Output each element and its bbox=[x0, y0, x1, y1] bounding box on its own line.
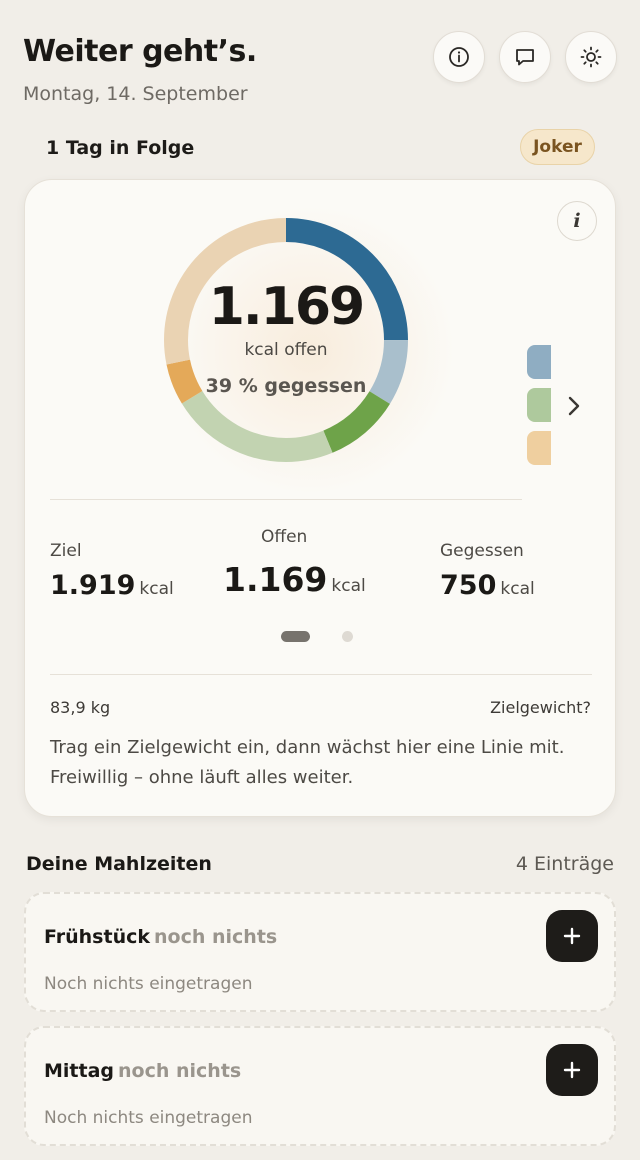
add-breakfast-button[interactable] bbox=[546, 910, 598, 962]
open-label: Offen bbox=[261, 527, 308, 547]
meal-card-breakfast[interactable]: Frühstück noch nichts Noch nichts eingetr… bbox=[24, 892, 616, 1012]
remaining-calories-unit: kcal offen bbox=[244, 340, 328, 360]
summary-info-button[interactable]: i bbox=[557, 201, 597, 241]
chat-icon bbox=[516, 49, 534, 66]
macro-chip-fat bbox=[527, 431, 551, 465]
info-button[interactable] bbox=[433, 31, 485, 83]
meal-empty-text: Noch nichts eingetragen bbox=[44, 1108, 253, 1128]
info-icon bbox=[449, 47, 469, 67]
theme-button[interactable] bbox=[565, 31, 617, 83]
goal-number: 1.919 bbox=[50, 570, 136, 601]
meal-status: noch nichts bbox=[154, 926, 278, 948]
page-title: Weiter geht’s. bbox=[23, 34, 257, 69]
eaten-percent: 39 % gegessen bbox=[205, 375, 367, 397]
header: Weiter geht’s. Montag, 14. September bbox=[23, 34, 257, 105]
divider bbox=[50, 674, 592, 675]
meal-name: Mittag noch nichts bbox=[44, 1060, 241, 1082]
eaten-number: 750 bbox=[440, 570, 497, 601]
goal-value: 1.919 kcal bbox=[50, 570, 174, 601]
donut-center: 1.169 kcal offen 39 % gegessen bbox=[163, 217, 409, 463]
meal-title: Frühstück bbox=[44, 926, 151, 948]
meal-name: Frühstück noch nichts bbox=[44, 926, 277, 948]
goal-unit: kcal bbox=[139, 579, 174, 599]
open-number: 1.169 bbox=[223, 560, 328, 599]
donut-segment-carbs-rest bbox=[164, 218, 408, 462]
eaten-label: Gegessen bbox=[440, 541, 524, 561]
eaten-value: 750 kcal bbox=[440, 570, 535, 601]
meal-empty-text: Noch nichts eingetragen bbox=[44, 974, 253, 994]
goal-weight-link[interactable]: Zielgewicht? bbox=[490, 698, 591, 717]
open-unit: kcal bbox=[331, 576, 366, 596]
donut-segment-fat-rest bbox=[164, 218, 408, 462]
sun-icon bbox=[580, 46, 602, 68]
streak-label: 1 Tag in Folge bbox=[46, 137, 195, 159]
meals-title: Deine Mahlzeiten bbox=[26, 853, 212, 875]
meal-card-lunch[interactable]: Mittag noch nichts Noch nichts eingetrage… bbox=[24, 1026, 616, 1146]
calorie-summary-card: i 1.169 kcal offen 39 % gegessen Ziel 1.… bbox=[24, 179, 616, 817]
weight-hint: Trag ein Zielgewicht ein, dann wächst hi… bbox=[50, 737, 565, 788]
eaten-unit: kcal bbox=[500, 579, 535, 599]
date-label: Montag, 14. September bbox=[23, 83, 248, 105]
pager-dot[interactable] bbox=[342, 631, 353, 642]
macro-chip-carbs bbox=[527, 388, 551, 422]
chevron-right-icon[interactable] bbox=[565, 392, 585, 420]
pager-dot-active[interactable] bbox=[281, 631, 310, 642]
current-weight: 83,9 kg bbox=[50, 698, 111, 717]
plus-icon bbox=[563, 927, 581, 945]
open-value: 1.169 kcal bbox=[223, 560, 366, 599]
macro-chip-protein bbox=[527, 345, 551, 379]
remaining-calories-value: 1.169 bbox=[208, 277, 365, 337]
meals-count: 4 Einträge bbox=[515, 853, 614, 875]
add-lunch-button[interactable] bbox=[546, 1044, 598, 1096]
meal-status: noch nichts bbox=[118, 1060, 242, 1082]
feedback-button[interactable] bbox=[499, 31, 551, 83]
calorie-donut-chart bbox=[164, 218, 408, 462]
plus-icon bbox=[563, 1061, 581, 1079]
goal-label: Ziel bbox=[50, 541, 82, 561]
meal-title: Mittag bbox=[44, 1060, 115, 1082]
divider bbox=[50, 499, 522, 500]
joker-badge[interactable]: Joker bbox=[520, 129, 595, 165]
